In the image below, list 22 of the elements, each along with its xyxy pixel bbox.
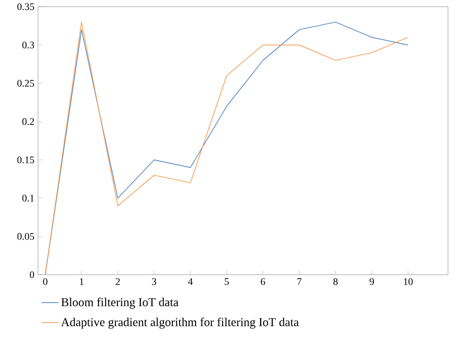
x-tick-label: 4 [188, 278, 193, 285]
x-tick-label: 5 [224, 278, 229, 286]
x-tick-label: 8 [333, 278, 338, 286]
legend-label: Bloom filtering IoT data [61, 298, 178, 309]
x-tick-label: 3 [152, 278, 156, 286]
y-tick-label: 0.35 [17, 3, 34, 10]
x-tick-label: 6 [260, 278, 266, 286]
x-tick-label: 0 [43, 278, 48, 286]
y-tick-label: 0.3 [22, 42, 34, 49]
x-tick-label: 2 [116, 278, 120, 286]
line-series [44, 22, 408, 275]
y-tick-label: 0.15 [17, 156, 34, 164]
y-tick-label: 0.25 [17, 80, 34, 87]
y-tick-label: 0.1 [22, 194, 34, 202]
legend-label: Adaptive gradient algorithm for filtering IoT data [61, 318, 299, 329]
y-tick-label: 0 [30, 271, 34, 278]
x-tick-label: 10 [404, 278, 413, 286]
y-tick-label: 0.05 [17, 233, 34, 240]
x-tick-label: 7 [297, 278, 302, 285]
x-tick-label: 1 [80, 278, 84, 285]
x-tick-label: 9 [370, 278, 374, 286]
y-tick-label: 0.2 [22, 118, 34, 126]
